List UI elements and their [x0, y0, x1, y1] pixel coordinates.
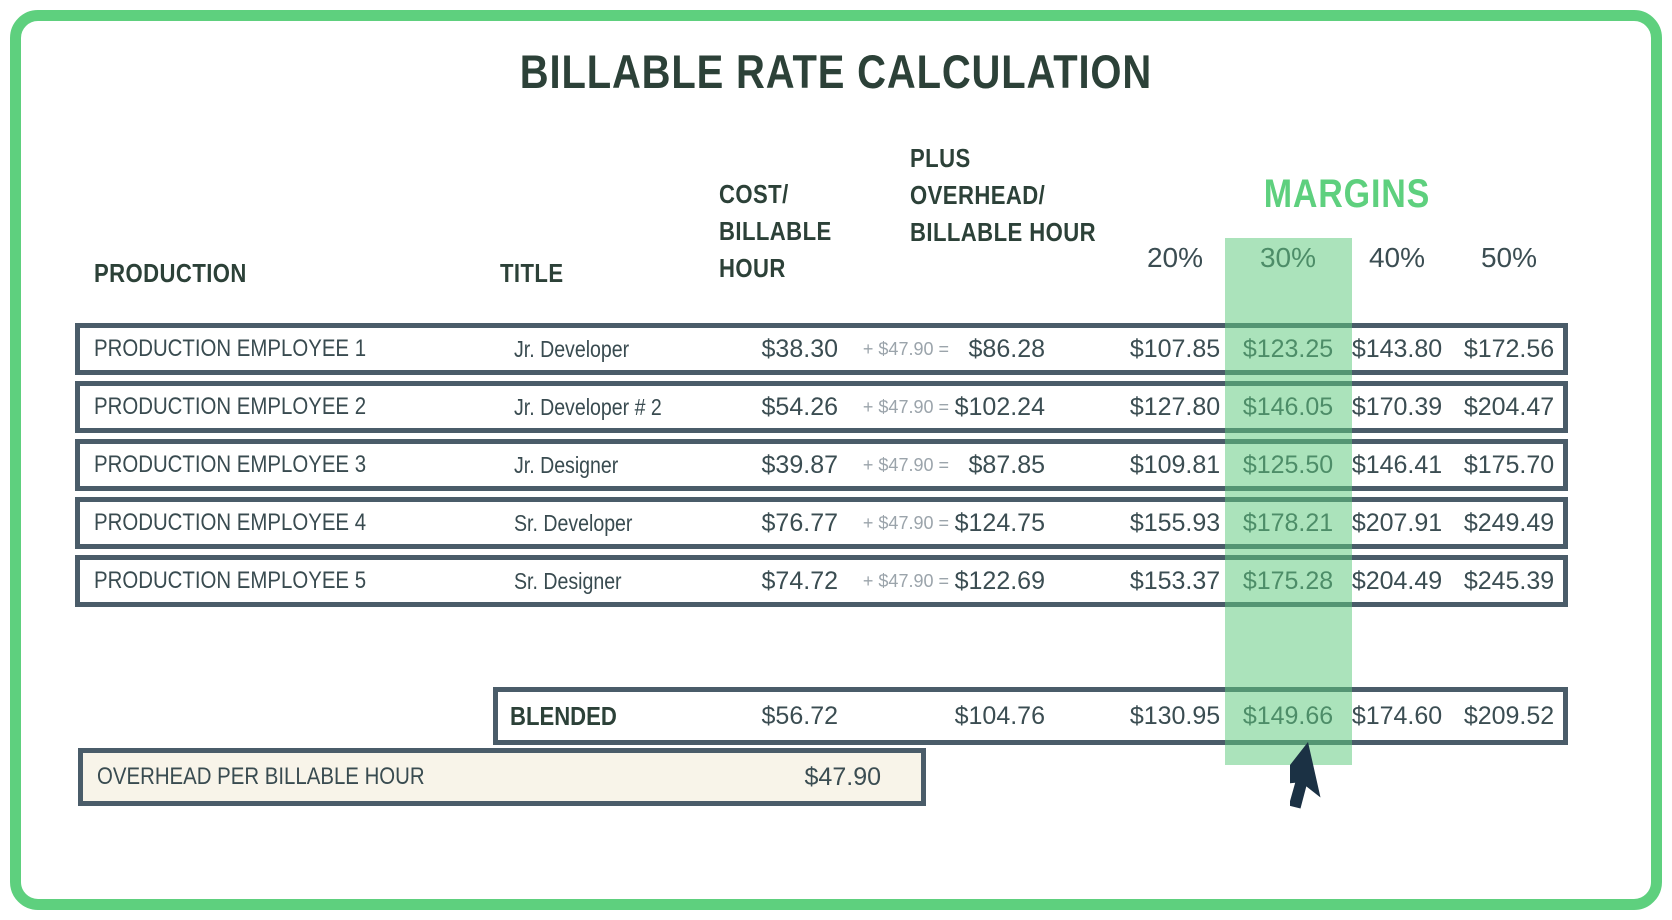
cost-per-billable-hour-header: COST/ BILLABLE HOUR — [719, 179, 832, 283]
margin-30-label: 30% — [1259, 242, 1317, 273]
cursor-arrow-icon — [1274, 738, 1380, 828]
page-title-text: BILLABLE RATE CALCULATION — [519, 45, 1153, 98]
blended-cost-value: $56.72 — [761, 701, 838, 730]
margin-30-value: $123.25 — [1242, 334, 1334, 363]
row-name: PRODUCTION EMPLOYEE 4 — [94, 509, 367, 536]
row-title: Jr. Designer — [514, 451, 619, 478]
margin-50-value: $249.49 — [1463, 508, 1555, 537]
plus-overhead-per-billable-hour-header: PLUS OVERHEAD/ BILLABLE HOUR — [910, 143, 1097, 247]
row-name: PRODUCTION EMPLOYEE 1 — [94, 335, 367, 362]
margin-40-value: $204.49 — [1351, 566, 1443, 595]
sum-value: $124.75 — [954, 508, 1045, 537]
row-name: PRODUCTION EMPLOYEE 3 — [94, 451, 367, 478]
margin-30-value: $146.05 — [1242, 392, 1334, 421]
margin-50-value: $204.47 — [1463, 392, 1555, 421]
table-row-employee-5: PRODUCTION EMPLOYEE 5 Sr. Designer $74.7… — [75, 555, 1568, 607]
margin-40-value: $146.41 — [1351, 450, 1443, 479]
overhead-per-billable-hour-box: OVERHEAD PER BILLABLE HOUR $47.90 — [78, 748, 926, 806]
overhead-label: OVERHEAD PER BILLABLE HOUR — [97, 763, 425, 790]
cost-value: $38.30 — [761, 334, 838, 363]
table-row-employee-4: PRODUCTION EMPLOYEE 4 Sr. Developer $76.… — [75, 497, 1568, 549]
row-name: PRODUCTION EMPLOYEE 5 — [94, 567, 367, 594]
margin-50-value: $245.39 — [1463, 566, 1555, 595]
margin-20-value: $155.93 — [1129, 508, 1221, 537]
cost-value: $54.26 — [761, 392, 838, 421]
table-row-employee-2: PRODUCTION EMPLOYEE 2 Jr. Developer # 2 … — [75, 381, 1568, 433]
blended-margin-20-value: $130.95 — [1129, 701, 1221, 730]
row-title: Jr. Developer — [514, 335, 630, 362]
row-title: Jr. Developer # 2 — [514, 393, 662, 420]
blended-label: BLENDED — [510, 700, 617, 731]
blended-sum-value: $104.76 — [954, 701, 1045, 730]
title-column-header: TITLE — [500, 258, 564, 288]
cost-value: $39.87 — [761, 450, 838, 479]
margin-20-value: $109.81 — [1129, 450, 1221, 479]
margin-50-label: 50% — [1480, 242, 1538, 273]
blended-summary-row: BLENDED $56.72 $104.76 $130.95 $149.66 $… — [493, 687, 1568, 745]
sum-value: $87.85 — [968, 450, 1045, 479]
plus-overhead-equation: + $47.90 = — [862, 396, 949, 417]
table-row-employee-1: PRODUCTION EMPLOYEE 1 Jr. Developer $38.… — [75, 323, 1568, 375]
margin-50-value: $172.56 — [1463, 334, 1555, 363]
table-row-employee-3: PRODUCTION EMPLOYEE 3 Jr. Designer $39.8… — [75, 439, 1568, 491]
cost-value: $74.72 — [761, 566, 838, 595]
margin-50-value: $175.70 — [1463, 450, 1555, 479]
plus-overhead-equation: + $47.90 = — [862, 454, 949, 475]
margin-40-value: $143.80 — [1351, 334, 1443, 363]
cost-value: $76.77 — [761, 508, 838, 537]
margin-20-value: $107.85 — [1129, 334, 1221, 363]
overhead-value: $47.90 — [804, 762, 881, 791]
blended-margin-50-value: $209.52 — [1463, 701, 1555, 730]
sum-value: $102.24 — [954, 392, 1045, 421]
plus-overhead-equation: + $47.90 = — [862, 512, 949, 533]
margin-40-value: $170.39 — [1351, 392, 1443, 421]
plus-overhead-equation: + $47.90 = — [862, 570, 949, 591]
margin-20-value: $127.80 — [1129, 392, 1221, 421]
row-title: Sr. Designer — [514, 567, 622, 594]
margin-20-label: 20% — [1146, 242, 1204, 273]
page-title: BILLABLE RATE CALCULATION — [0, 44, 1672, 99]
margin-30-value: $178.21 — [1242, 508, 1334, 537]
plus-overhead-equation: + $47.90 = — [862, 338, 949, 359]
outer-border-frame — [10, 10, 1662, 910]
sum-value: $86.28 — [968, 334, 1045, 363]
row-title: Sr. Developer — [514, 509, 633, 536]
margin-20-value: $153.37 — [1129, 566, 1221, 595]
margin-40-label: 40% — [1368, 242, 1426, 273]
margin-30-value: $125.50 — [1242, 450, 1334, 479]
production-column-header: PRODUCTION — [94, 258, 247, 288]
blended-margin-40-value: $174.60 — [1351, 701, 1443, 730]
row-name: PRODUCTION EMPLOYEE 2 — [94, 393, 367, 420]
blended-margin-30-value: $149.66 — [1242, 701, 1334, 730]
sum-value: $122.69 — [954, 566, 1045, 595]
margin-40-value: $207.91 — [1351, 508, 1443, 537]
margins-header: MARGINS — [1263, 172, 1431, 216]
margin-30-value: $175.28 — [1242, 566, 1334, 595]
